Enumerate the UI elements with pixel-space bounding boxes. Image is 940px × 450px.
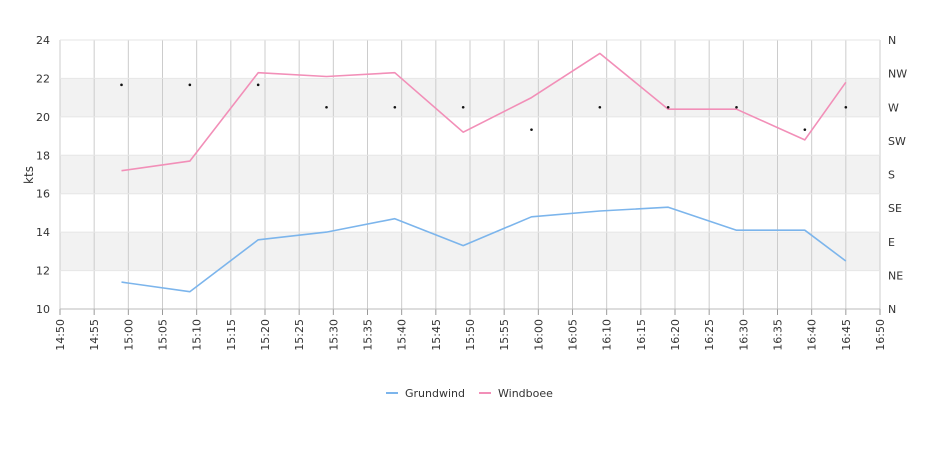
x-tick-label: 16:50 [874, 319, 887, 351]
x-tick-label: 15:10 [191, 319, 204, 351]
x-tick-label: 14:50 [54, 319, 67, 351]
y-tick-label: 12 [36, 265, 50, 278]
direction-point[interactable] [803, 128, 807, 131]
x-tick-label: 14:55 [88, 319, 101, 351]
x-tick-label: 15:40 [396, 319, 409, 351]
y-tick-label: 18 [36, 149, 50, 162]
direction-point[interactable] [120, 83, 123, 87]
direction-point[interactable] [735, 105, 738, 109]
direction-point[interactable] [530, 128, 533, 131]
legend-item-windboee[interactable]: Windboee [479, 387, 553, 400]
y-tick-label: 14 [36, 226, 50, 239]
legend-label: Windboee [498, 387, 553, 400]
direction-point[interactable] [256, 83, 260, 87]
series-line-grundwind[interactable] [121, 206, 847, 293]
x-tick-label: 16:20 [669, 319, 682, 351]
y-tick-label: 20 [36, 111, 50, 124]
x-tick-label: 16:15 [635, 319, 648, 351]
y-tick-label: 24 [36, 34, 50, 47]
direction-tick-label: SE [888, 202, 902, 215]
series-line-windboee[interactable] [121, 52, 847, 172]
x-tick-label: 15:55 [498, 319, 511, 351]
direction-point[interactable] [188, 83, 192, 87]
direction-point[interactable] [461, 105, 465, 109]
x-tick-label: 16:05 [567, 319, 580, 351]
direction-tick-label: N [888, 303, 896, 316]
direction-point[interactable] [598, 105, 602, 109]
x-tick-label: 15:15 [225, 319, 238, 351]
x-axis-tick-labels: 14:50 14:55 15:00 15:05 15:10 15:15 15:20 15:25… [54, 319, 887, 351]
direction-axis-tick-labels: N NE E SE S SW W NW N [888, 34, 907, 316]
direction-tick-label: N [888, 34, 896, 47]
legend-item-grundwind[interactable]: Grundwind [386, 387, 465, 400]
direction-point[interactable] [393, 105, 397, 109]
legend-label: Grundwind [405, 387, 465, 400]
y-axis-title: kts [22, 166, 36, 184]
x-tick-label: 15:20 [259, 319, 272, 351]
x-tick-label: 16:40 [806, 319, 819, 351]
x-tick-label: 15:50 [464, 319, 477, 351]
x-tick-label: 15:05 [157, 319, 170, 351]
direction-tick-label: W [888, 101, 899, 114]
direction-points [120, 83, 848, 131]
direction-point[interactable] [666, 105, 670, 109]
y-axis-tick-labels: 10 12 14 16 18 20 22 24 [36, 34, 50, 316]
x-tick-label: 15:30 [327, 319, 340, 351]
direction-tick-label: NW [888, 68, 907, 81]
direction-tick-label: S [888, 169, 895, 182]
horizontal-gridlines [60, 39, 880, 310]
direction-tick-label: E [888, 236, 895, 249]
vertical-gridlines [59, 40, 881, 315]
direction-point[interactable] [325, 105, 328, 109]
y-tick-label: 22 [36, 72, 50, 85]
x-tick-label: 16:35 [772, 319, 785, 351]
series-lines [121, 52, 847, 293]
x-tick-label: 16:00 [532, 319, 545, 351]
x-tick-label: 16:25 [703, 319, 716, 351]
legend[interactable]: Grundwind Windboee [386, 387, 553, 400]
direction-tick-label: NE [888, 269, 903, 282]
x-tick-label: 16:30 [737, 319, 750, 351]
x-tick-label: 16:10 [601, 319, 614, 351]
x-tick-label: 15:45 [430, 319, 443, 351]
y-tick-label: 16 [36, 188, 50, 201]
direction-tick-label: SW [888, 135, 906, 148]
x-tick-label: 15:25 [293, 319, 306, 351]
y-tick-label: 10 [36, 303, 50, 316]
x-tick-label: 16:45 [840, 319, 853, 351]
x-tick-label: 15:35 [362, 319, 375, 351]
x-tick-label: 15:00 [122, 319, 135, 351]
direction-point[interactable] [844, 105, 848, 109]
